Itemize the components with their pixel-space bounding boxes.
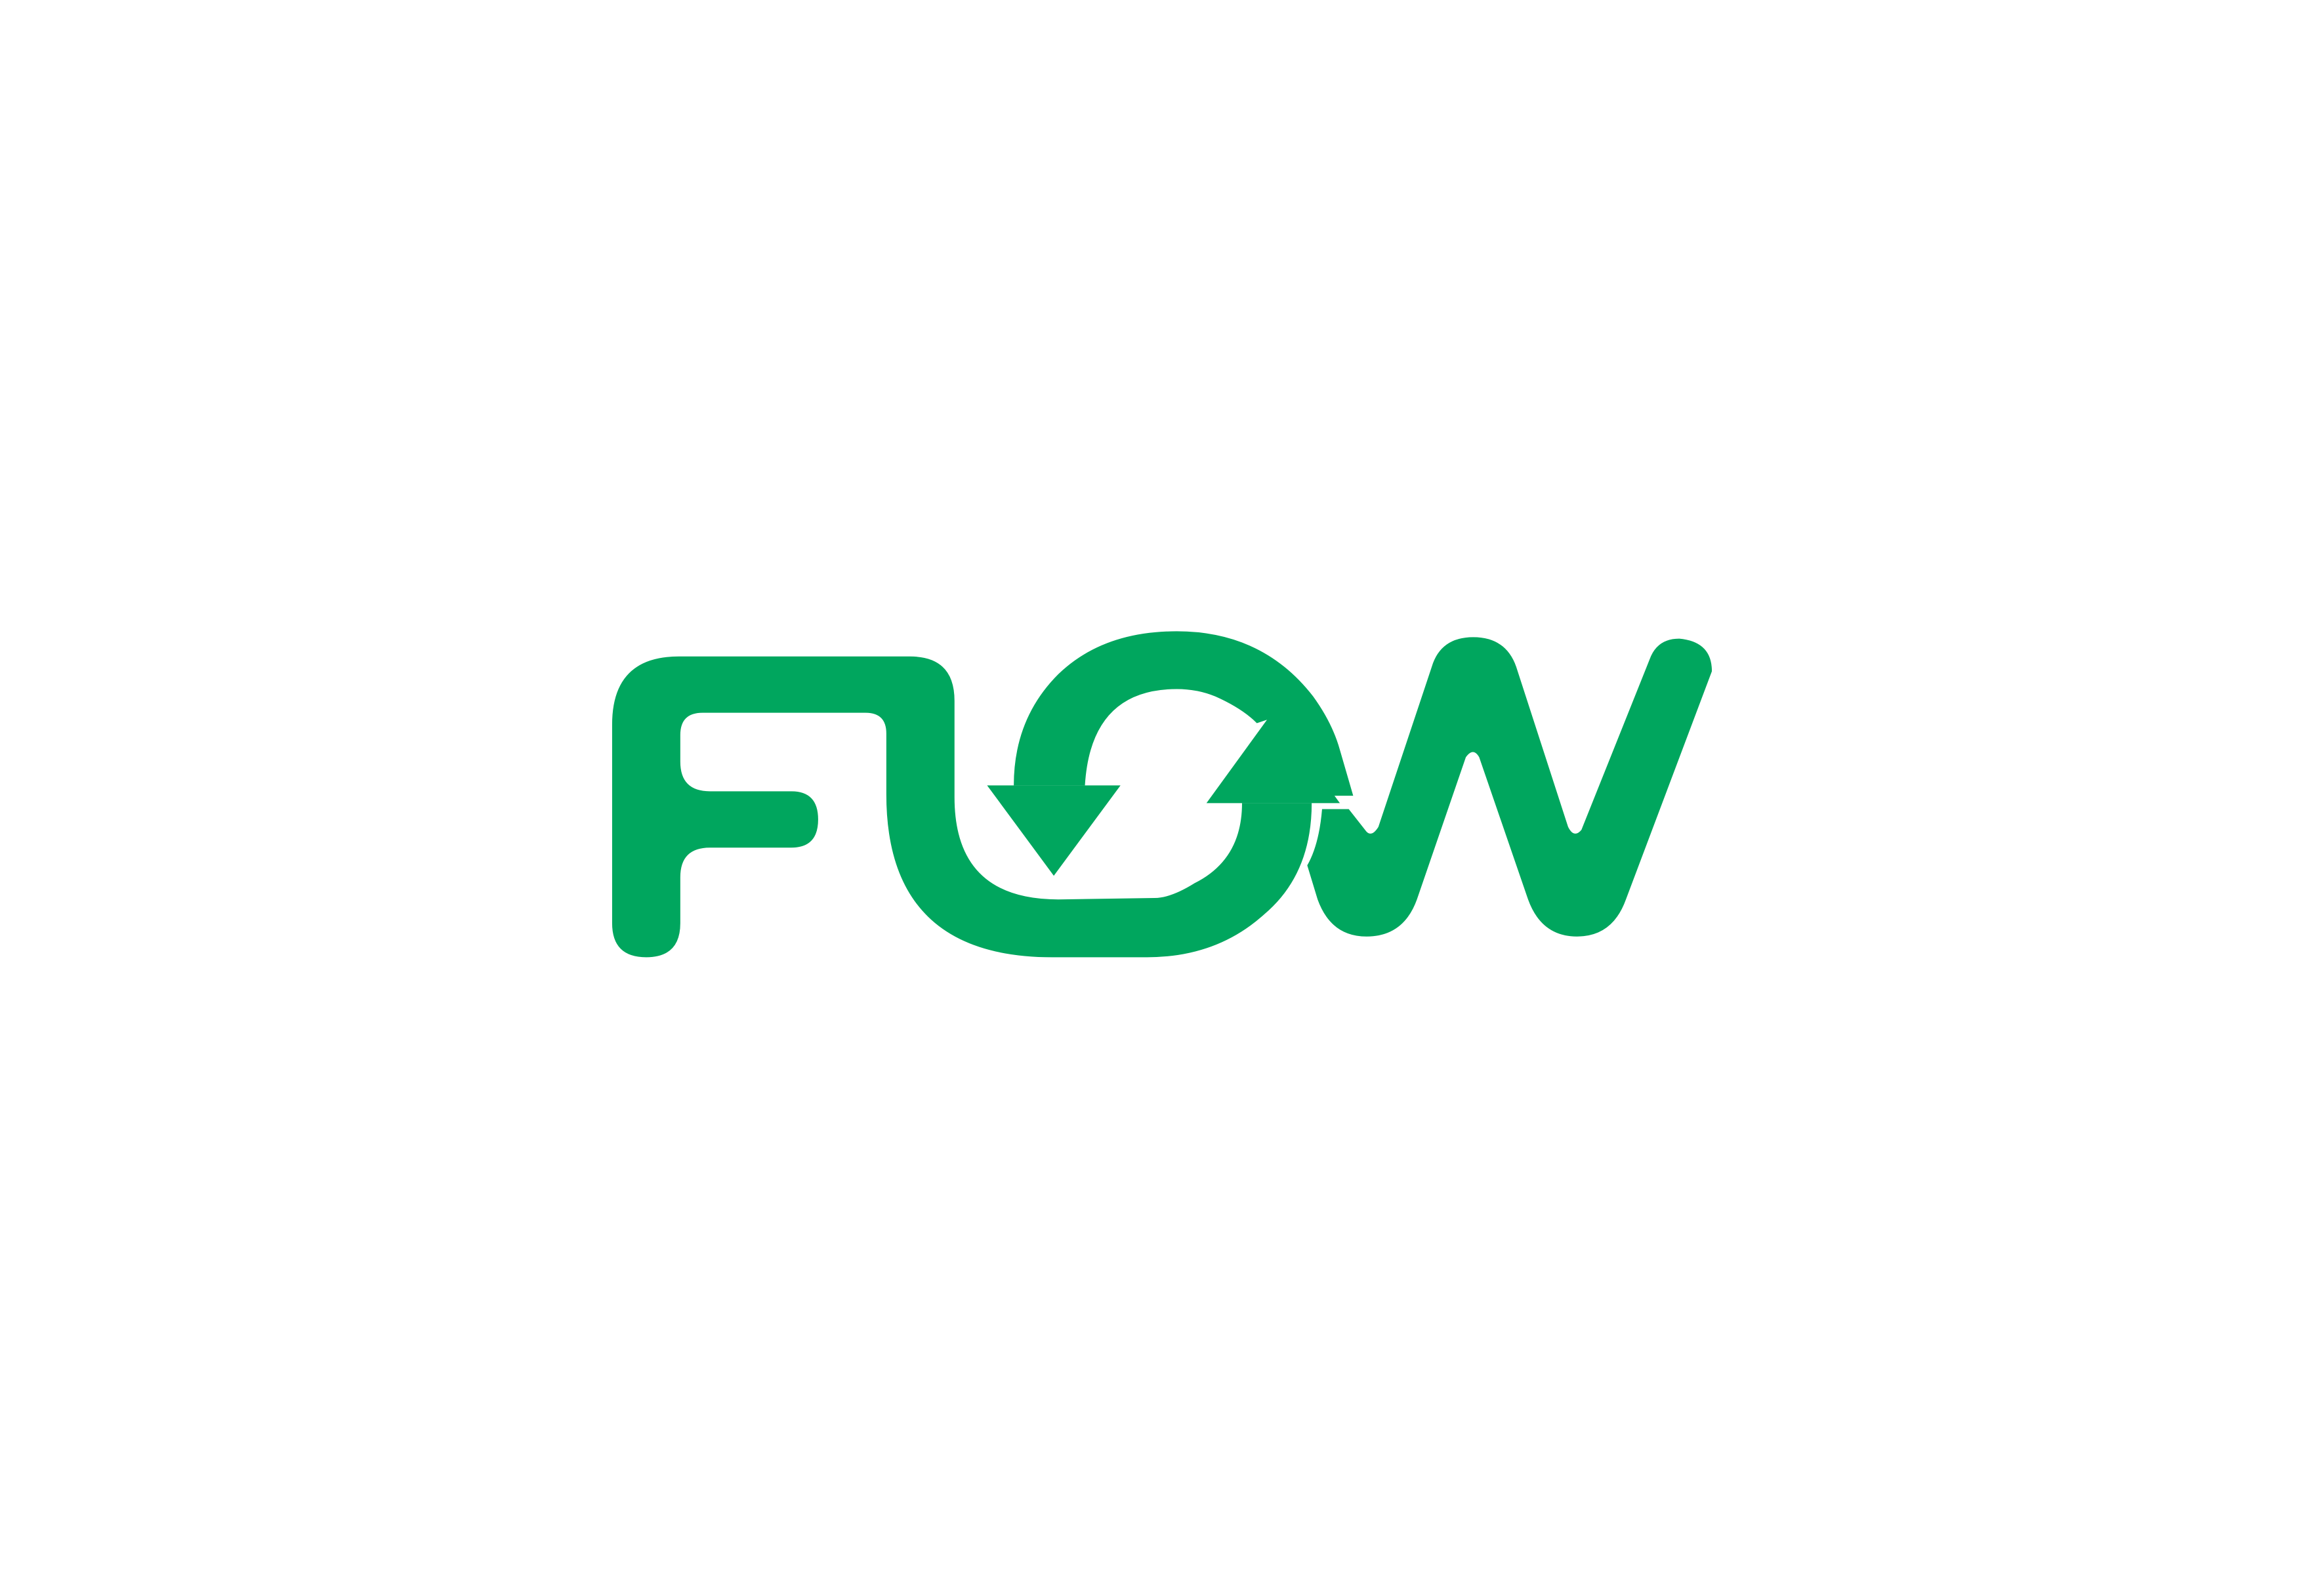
down-arrow-icon <box>987 785 1121 876</box>
letter-o-upper-arc <box>1014 631 1354 796</box>
up-arrow-icon <box>1206 711 1340 804</box>
letter-f-l-shape <box>612 656 1312 958</box>
letter-w-shape <box>1307 637 1712 937</box>
